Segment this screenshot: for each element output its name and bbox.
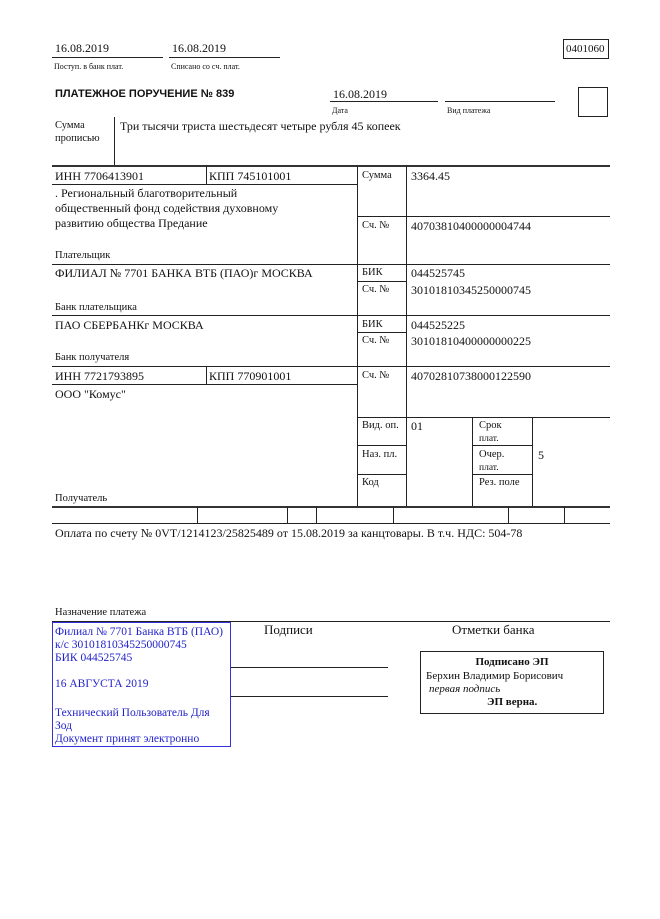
payee-bank-name: ПАО СБЕРБАНКг МОСКВА <box>55 318 204 332</box>
term-label-2: плат. <box>479 434 499 444</box>
account-label: Сч. № <box>362 370 390 381</box>
payment-type-label: Вид платежа <box>447 106 491 115</box>
payer-bank-name: ФИЛИАЛ № 7701 БАНКА ВТБ (ПАО)г МОСКВА <box>55 266 313 280</box>
payer-bank-label: Банк плательщика <box>55 302 137 313</box>
esign-role: первая подпись <box>429 683 501 695</box>
amount: 3364.45 <box>411 169 450 183</box>
payment-type-box <box>578 87 608 117</box>
bik-label: БИК <box>362 267 383 278</box>
payee-account: 40702810738000122590 <box>411 369 531 383</box>
amount-words-label-2: прописью <box>55 133 100 144</box>
stamp-line: Филиал № 7701 Банка ВТБ (ПАО) <box>55 626 223 638</box>
stamp-line: 16 АВГУСТА 2019 <box>55 678 149 690</box>
esign-signer: Берхин Владимир Борисович <box>426 670 564 682</box>
bik-label: БИК <box>362 319 383 330</box>
payment-purpose: Оплата по счету № 0VT/1214123/25825489 о… <box>55 526 523 540</box>
payee-bank-bik: 044525225 <box>411 318 465 332</box>
esign-title: Подписано ЭП <box>475 656 549 668</box>
received-date: 16.08.2019 <box>55 41 109 55</box>
received-label: Поступ. в банк плат. <box>54 62 124 71</box>
payee-inn: ИНН 7721793895 <box>55 369 144 383</box>
payee-label: Получатель <box>55 493 108 504</box>
bank-marks-label: Отметки банка <box>452 622 535 637</box>
debited-date: 16.08.2019 <box>172 41 226 55</box>
payer-label: Плательщик <box>55 250 111 261</box>
payee-kpp: КПП 770901001 <box>209 369 292 383</box>
bank-stamp: Филиал № 7701 Банка ВТБ (ПАО) к/с 301018… <box>52 622 231 747</box>
payer-bank-bik: 044525745 <box>411 266 465 280</box>
account-label: Сч. № <box>362 284 390 295</box>
payee-bank-account: 30101810400000000225 <box>411 334 531 348</box>
form-code-box: 0401060 <box>563 39 609 59</box>
esign-status: ЭП верна. <box>487 696 538 708</box>
esign-box: Подписано ЭП Берхин Владимир Борисович п… <box>420 651 604 714</box>
document-date: 16.08.2019 <box>333 87 387 101</box>
stamp-line: Технический Пользователь Для <box>55 707 210 719</box>
priority-label-2: плат. <box>479 463 499 473</box>
account-label: Сч. № <box>362 335 390 346</box>
term-label: Срок <box>479 420 502 431</box>
stamp-line: БИК 044525745 <box>55 652 133 664</box>
account-label: Сч. № <box>362 220 390 231</box>
payee-bank-label: Банк получателя <box>55 352 130 363</box>
form-code: 0401060 <box>566 43 605 55</box>
priority: 5 <box>538 448 544 462</box>
document-title: ПЛАТЕЖНОЕ ПОРУЧЕНИЕ № 839 <box>55 88 235 100</box>
payer-kpp: КПП 745101001 <box>209 169 292 183</box>
op-type: 01 <box>411 419 423 433</box>
payer-name-2: общественный фонд содействия духовному <box>55 201 279 215</box>
payer-name-3: развитию общества Предание <box>55 216 208 230</box>
amount-words-label: Сумма <box>55 120 85 131</box>
signatures-label: Подписи <box>264 622 313 637</box>
payer-inn: ИНН 7706413901 <box>55 169 144 183</box>
purpose-label: Назначение платежа <box>55 607 147 618</box>
stamp-line: к/с 30101810345250000745 <box>55 639 187 651</box>
debited-label: Списано со сч. плат. <box>171 62 240 71</box>
reserve-label: Рез. поле <box>479 477 520 488</box>
payer-bank-account: 30101810345250000745 <box>411 283 531 297</box>
amount-in-words: Три тысячи триста шестьдесят четыре рубл… <box>120 119 401 133</box>
code-label: Код <box>362 477 379 488</box>
priority-label: Очер. <box>479 449 505 460</box>
payer-account: 40703810400000004744 <box>411 219 531 233</box>
payee-name: ООО "Комус" <box>55 387 126 401</box>
payer-name: . Региональный благотворительный <box>55 186 238 200</box>
op-type-label: Вид. оп. <box>362 420 399 431</box>
purpose-code-label: Наз. пл. <box>362 449 398 460</box>
amount-label: Сумма <box>362 170 392 181</box>
date-label: Дата <box>332 106 348 115</box>
stamp-line: Зод <box>55 720 73 732</box>
stamp-line: Документ принят электронно <box>55 733 200 745</box>
